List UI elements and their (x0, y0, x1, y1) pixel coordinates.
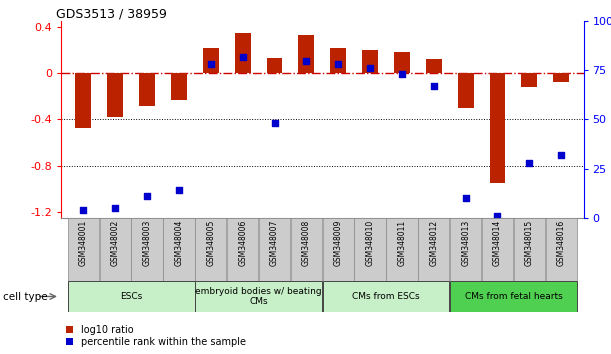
Bar (426, 59, 442, 73)
Bar (291, 218, 322, 281)
Point (365, 65, 375, 71)
Text: GSM348002: GSM348002 (111, 219, 120, 266)
Bar (108, 73, 123, 117)
Point (174, 187, 184, 193)
Bar (323, 218, 354, 281)
Text: ESCs: ESCs (120, 292, 142, 301)
Bar (546, 218, 577, 281)
Text: GSM348013: GSM348013 (461, 219, 470, 266)
Bar (298, 35, 314, 73)
Point (397, 72, 407, 77)
Bar (362, 50, 378, 73)
Text: GSM348008: GSM348008 (302, 219, 311, 266)
Bar (131, 218, 163, 281)
Point (269, 121, 279, 126)
Bar (195, 281, 322, 312)
Bar (266, 58, 282, 73)
Bar (450, 218, 481, 281)
Bar (482, 218, 513, 281)
Point (301, 58, 311, 63)
Point (492, 213, 502, 218)
Bar (514, 218, 545, 281)
Text: cell type: cell type (3, 292, 48, 302)
Point (142, 193, 152, 199)
Bar (235, 33, 251, 73)
Bar (354, 218, 386, 281)
Text: GSM348009: GSM348009 (334, 219, 343, 266)
Bar (139, 73, 155, 105)
Bar (259, 218, 290, 281)
Text: embryoid bodies w/ beating
CMs: embryoid bodies w/ beating CMs (196, 287, 322, 306)
Bar (394, 52, 410, 73)
Text: GSM348004: GSM348004 (175, 219, 183, 266)
Point (334, 62, 343, 67)
Point (557, 152, 566, 158)
Point (238, 54, 247, 59)
Bar (75, 73, 92, 127)
Bar (195, 218, 227, 281)
Bar (331, 48, 346, 73)
Text: GSM348014: GSM348014 (493, 219, 502, 266)
Text: CMs from ESCs: CMs from ESCs (352, 292, 420, 301)
Bar (458, 73, 474, 108)
Text: GSM348016: GSM348016 (557, 219, 566, 266)
Text: GSM348012: GSM348012 (430, 219, 438, 266)
Text: GSM348001: GSM348001 (79, 219, 88, 266)
Bar (227, 218, 258, 281)
Text: GSM348006: GSM348006 (238, 219, 247, 266)
Bar (68, 218, 99, 281)
Text: GSM348010: GSM348010 (365, 219, 375, 266)
Point (524, 160, 534, 166)
Bar (418, 218, 450, 281)
Point (461, 195, 470, 201)
Point (111, 205, 120, 211)
Text: GSM348015: GSM348015 (525, 219, 534, 266)
Bar (68, 281, 194, 312)
Text: GSM348007: GSM348007 (270, 219, 279, 266)
Bar (171, 73, 187, 100)
Bar (323, 281, 450, 312)
Bar (450, 281, 577, 312)
Bar (489, 73, 505, 183)
Text: CMs from fetal hearts: CMs from fetal hearts (464, 292, 562, 301)
Legend: log10 ratio, percentile rank within the sample: log10 ratio, percentile rank within the … (66, 325, 246, 347)
Text: GSM348011: GSM348011 (397, 219, 406, 266)
Point (206, 62, 216, 67)
Bar (521, 73, 537, 87)
Bar (386, 218, 417, 281)
Point (78, 207, 88, 213)
Bar (553, 73, 569, 82)
Bar (163, 218, 194, 281)
Text: GSM348003: GSM348003 (142, 219, 152, 266)
Text: GDS3513 / 38959: GDS3513 / 38959 (56, 7, 167, 20)
Bar (100, 218, 131, 281)
Point (429, 83, 439, 89)
Bar (203, 48, 219, 73)
Text: GSM348005: GSM348005 (207, 219, 215, 266)
